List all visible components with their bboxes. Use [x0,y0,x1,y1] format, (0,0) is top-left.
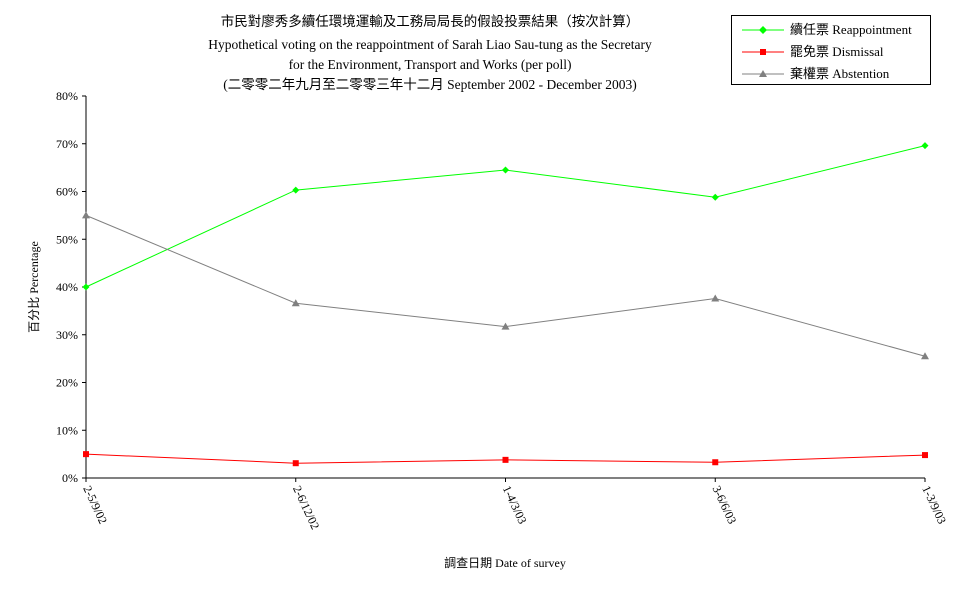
y-tick-label: 70% [56,137,78,151]
data-point [501,322,510,330]
data-point [711,193,719,201]
y-tick-label: 20% [56,376,78,390]
series-group [82,211,929,360]
x-tick-label: 3-6/6/03 [710,483,740,526]
series-group [82,142,929,291]
x-tick-label: 1-3/9/03 [919,483,949,526]
data-point [502,456,509,463]
y-tick-label: 50% [56,232,78,246]
legend-label-reappointment: 續任票 Reappointment [790,22,912,37]
series-group [83,451,928,467]
data-point [82,211,90,219]
legend-label-dismissal: 罷免票 Dismissal [790,44,884,59]
legend-swatch-dismissal [742,49,784,55]
y-tick-label: 60% [56,185,78,199]
x-tick-label: 1-4/3/03 [500,483,530,526]
chart-title-chinese: 市民對廖秀多續任環境運輸及工務局局長的假設投票結果（按次計算） [220,14,640,29]
x-tick-label: 2-6/12/02 [290,483,322,531]
chart-title-english-line1: Hypothetical voting on the reappointment… [208,37,652,52]
y-tick-label: 10% [56,423,78,437]
y-tick-label: 30% [56,328,78,342]
y-tick-label: 40% [56,280,78,294]
data-point [502,166,509,174]
chart-axes: 0% 10% 20% 30% 40% 50% 60% 70% 80% 2-5/9/02 2-6/12… [56,89,949,532]
data-point [921,352,929,360]
y-axis-label: 百分比 Percentage [27,241,41,333]
legend-swatch-reappointment [742,26,784,34]
chart-title-period: (二零零二年九月至二零零三年十二月 September 2002 - Decem… [223,77,637,92]
data-point [922,452,928,459]
x-tick-label: 2-5/9/02 [80,483,110,526]
legend-label-abstention: 棄權票 Abstention [790,66,890,81]
data-point [711,294,720,302]
data-point [83,451,89,458]
data-point [921,142,929,150]
y-tick-label: 80% [56,89,78,103]
y-tick-label: 0% [62,471,78,485]
data-point [82,283,90,291]
legend-swatch-abstention [742,70,784,77]
series-line [85,214,926,357]
data-point [292,186,300,194]
chart-title-english-line2: for the Environment, Transport and Works… [288,57,572,72]
data-point [712,459,719,466]
chart-legend: 續任票 Reappointment 罷免票 Dismissal 棄權票 Abst… [731,15,931,85]
chart-series [82,142,929,467]
data-point [292,460,299,467]
x-axis-label: 調查日期 Date of survey [444,556,566,570]
data-point [291,299,300,307]
